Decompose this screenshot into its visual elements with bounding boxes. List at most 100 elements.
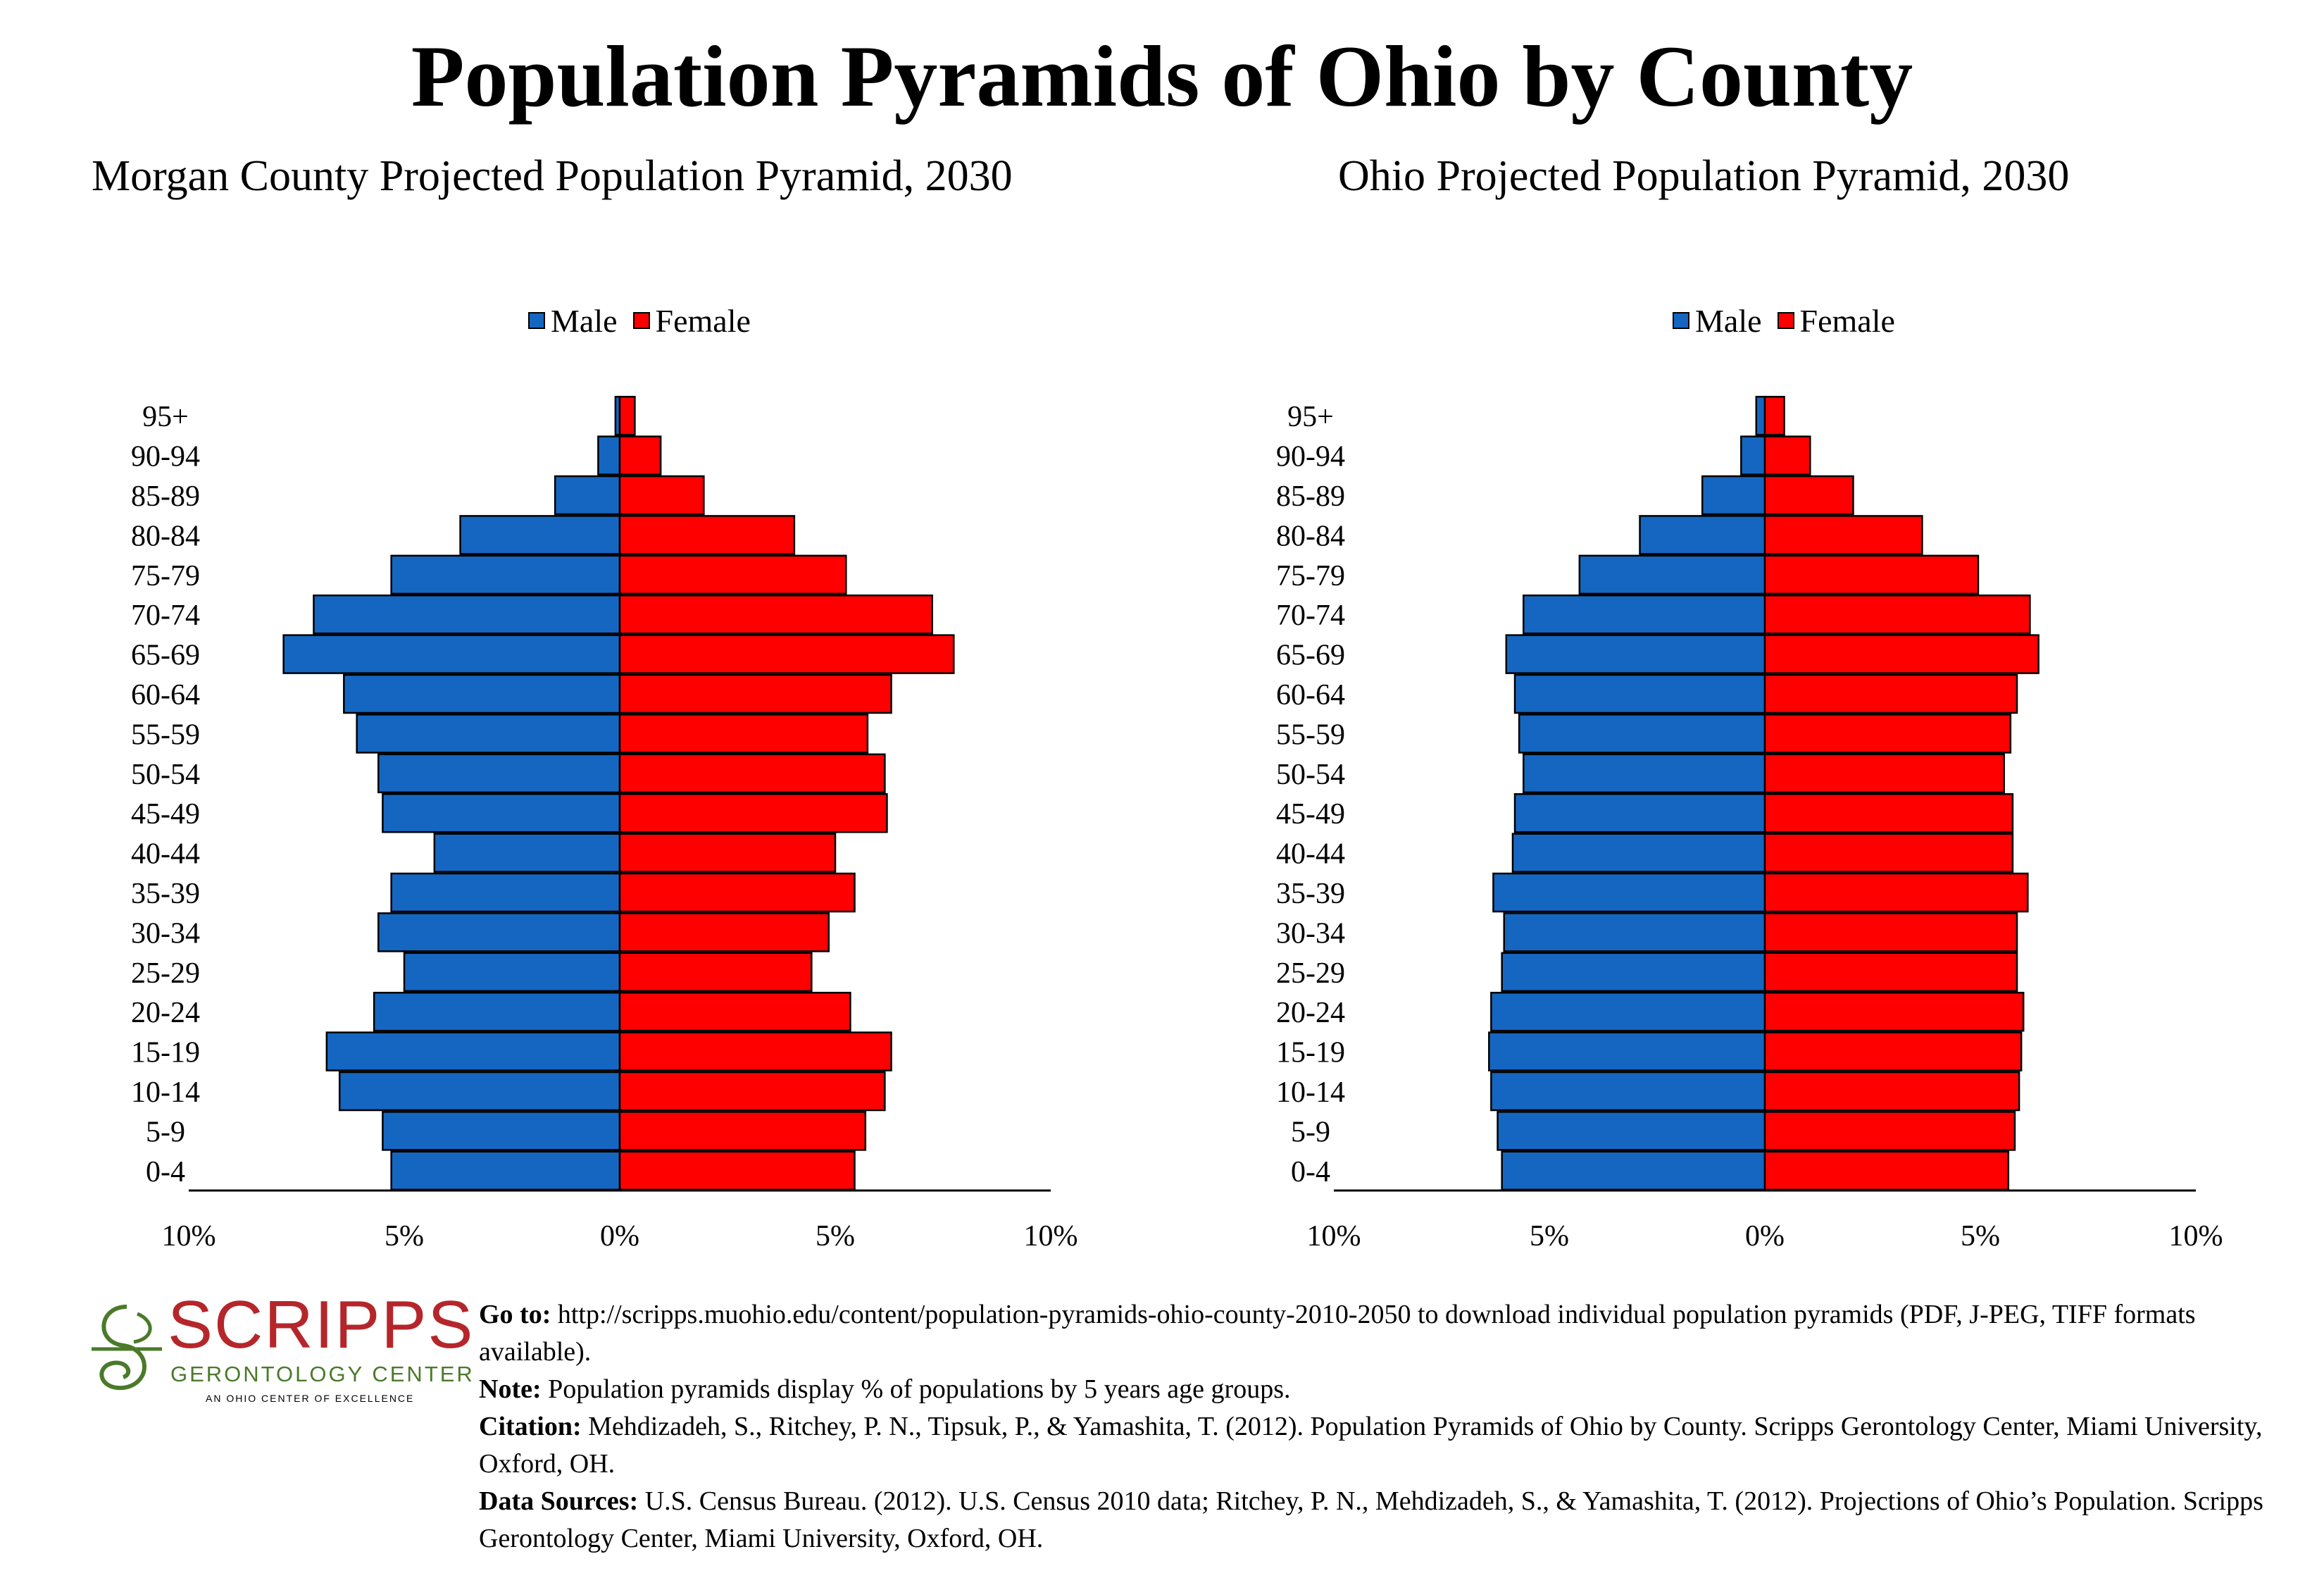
chart-title: Ohio Projected Population Pyramid, 2030: [1338, 152, 2070, 200]
age-label: 45-49: [1276, 798, 1345, 831]
female-bar-5-9: [618, 1111, 867, 1151]
female-bar-95+: [618, 395, 636, 436]
x-tick-label: 0%: [1745, 1220, 1785, 1253]
footer-notes: Go to: http://scripps.muohio.edu/content…: [479, 1296, 2310, 1558]
pyramid-plot: 95+ 90-94 85-89 80-84 75-79 70-74 65-69 60-64 55…: [131, 395, 1078, 1253]
age-label: 10-14: [1276, 1076, 1345, 1109]
female-bar-70-74: [618, 594, 933, 635]
x-tick-label: 5%: [1961, 1220, 2000, 1253]
female-bar-50-54: [618, 753, 886, 794]
age-label: 95+: [142, 401, 189, 433]
x-tick-label: 0%: [600, 1220, 639, 1253]
x-tick-label: 5%: [1530, 1220, 1569, 1253]
age-label: 20-24: [131, 997, 200, 1029]
female-bar-0-4: [618, 1150, 856, 1191]
female-bar-65-69: [1763, 634, 2039, 674]
citation-label: Citation:: [479, 1412, 582, 1441]
male-bar-30-34: [1503, 912, 1766, 952]
age-label: 70-74: [1276, 599, 1345, 632]
male-bar-30-34: [377, 912, 621, 952]
age-label: 5-9: [146, 1116, 185, 1148]
female-bar-15-19: [618, 1031, 892, 1071]
age-label: 35-39: [1276, 878, 1345, 910]
male-bar-10-14: [338, 1071, 621, 1112]
male-bar-85-89: [554, 475, 621, 516]
age-label: 10-14: [131, 1076, 200, 1109]
male-bar-70-74: [1523, 594, 1766, 635]
logo-name: SCRIPPS: [168, 1287, 475, 1362]
male-bar-20-24: [1490, 991, 1766, 1032]
x-tick-label: 10%: [1024, 1220, 1078, 1253]
male-bar-90-94: [597, 435, 621, 476]
note-line: Note: Population pyramids display % of p…: [479, 1371, 2310, 1408]
goto-label: Go to:: [479, 1300, 551, 1329]
age-label: 20-24: [1276, 997, 1345, 1029]
age-label: 85-89: [131, 480, 200, 513]
legend: Male Female: [528, 299, 766, 342]
male-bar-15-19: [325, 1031, 621, 1071]
male-bar-25-29: [1501, 952, 1766, 993]
sources-label: Data Sources:: [479, 1486, 639, 1516]
x-tick-label: 5%: [816, 1220, 855, 1253]
male-bar-0-4: [390, 1150, 621, 1191]
female-bar-45-49: [1763, 792, 2014, 833]
female-bar-15-19: [1763, 1031, 2023, 1071]
male-legend-swatch: [528, 312, 545, 329]
pyramid-plot: 95+ 90-94 85-89 80-84 75-79 70-74 65-69 60-64 55…: [1276, 395, 2223, 1253]
female-bar-85-89: [618, 475, 705, 516]
male-bar-85-89: [1701, 475, 1766, 516]
age-label: 25-29: [131, 957, 200, 990]
citation-line: Citation: Mehdizadeh, S., Ritchey, P. N.…: [479, 1408, 2310, 1483]
male-bar-75-79: [1578, 554, 1766, 595]
female-bar-80-84: [1763, 515, 1923, 555]
female-bar-55-59: [1763, 714, 2012, 754]
male-bar-80-84: [459, 515, 621, 555]
age-label: 5-9: [1291, 1116, 1330, 1148]
female-bar-65-69: [618, 634, 955, 674]
female-bar-75-79: [618, 554, 847, 595]
age-label: 90-94: [1276, 441, 1345, 473]
age-label: 55-59: [1276, 719, 1345, 751]
female-bar-95+: [1763, 395, 1785, 436]
logo-subtitle: GERONTOLOGY CENTER: [170, 1362, 475, 1386]
age-label: 40-44: [131, 838, 200, 871]
female-bar-60-64: [1763, 673, 2018, 714]
male-bar-20-24: [373, 991, 621, 1032]
female-bar-30-34: [618, 912, 830, 952]
age-label: 90-94: [131, 441, 200, 473]
note-label: Note:: [479, 1374, 542, 1404]
age-label: 80-84: [1276, 520, 1345, 552]
female-legend-swatch: [1777, 312, 1794, 329]
x-tick-label: 10%: [2169, 1220, 2223, 1253]
age-label: 50-54: [1276, 759, 1345, 791]
male-legend-label: Male: [551, 302, 618, 339]
female-bar-50-54: [1763, 753, 2005, 794]
male-bar-50-54: [377, 753, 621, 794]
age-label: 15-19: [131, 1037, 200, 1069]
female-bar-25-29: [618, 952, 813, 993]
male-legend-swatch: [1673, 312, 1689, 329]
female-bar-70-74: [1763, 594, 2031, 635]
age-label: 0-4: [1291, 1156, 1330, 1188]
scripps-swirl-icon: [92, 1305, 162, 1391]
age-label: 25-29: [1276, 957, 1345, 990]
female-legend-label: Female: [655, 302, 751, 339]
male-bar-5-9: [1497, 1111, 1766, 1151]
age-label: 70-74: [131, 599, 200, 632]
female-bar-90-94: [618, 435, 662, 476]
scripps-logo: SCRIPPS GERONTOLOGY CENTER AN OHIO CENTE…: [85, 1286, 473, 1412]
age-label: 75-79: [131, 560, 200, 592]
age-label: 55-59: [131, 719, 200, 751]
male-bar-90-94: [1740, 435, 1766, 476]
age-label: 85-89: [1276, 480, 1345, 513]
x-tick-label: 10%: [1307, 1220, 1361, 1253]
male-bar-40-44: [1511, 833, 1766, 873]
age-label: 45-49: [131, 798, 200, 831]
goto-line: Go to: http://scripps.muohio.edu/content…: [479, 1296, 2310, 1371]
female-bar-85-89: [1763, 475, 1854, 516]
chart-morgan-county: Morgan County Projected Population Pyram…: [0, 141, 1162, 1268]
sources-text: U.S. Census Bureau. (2012). U.S. Census …: [479, 1486, 2263, 1553]
male-bar-45-49: [382, 792, 621, 833]
sources-line: Data Sources: U.S. Census Bureau. (2012)…: [479, 1483, 2310, 1558]
citation-text: Mehdizadeh, S., Ritchey, P. N., Tipsuk, …: [479, 1412, 2263, 1479]
